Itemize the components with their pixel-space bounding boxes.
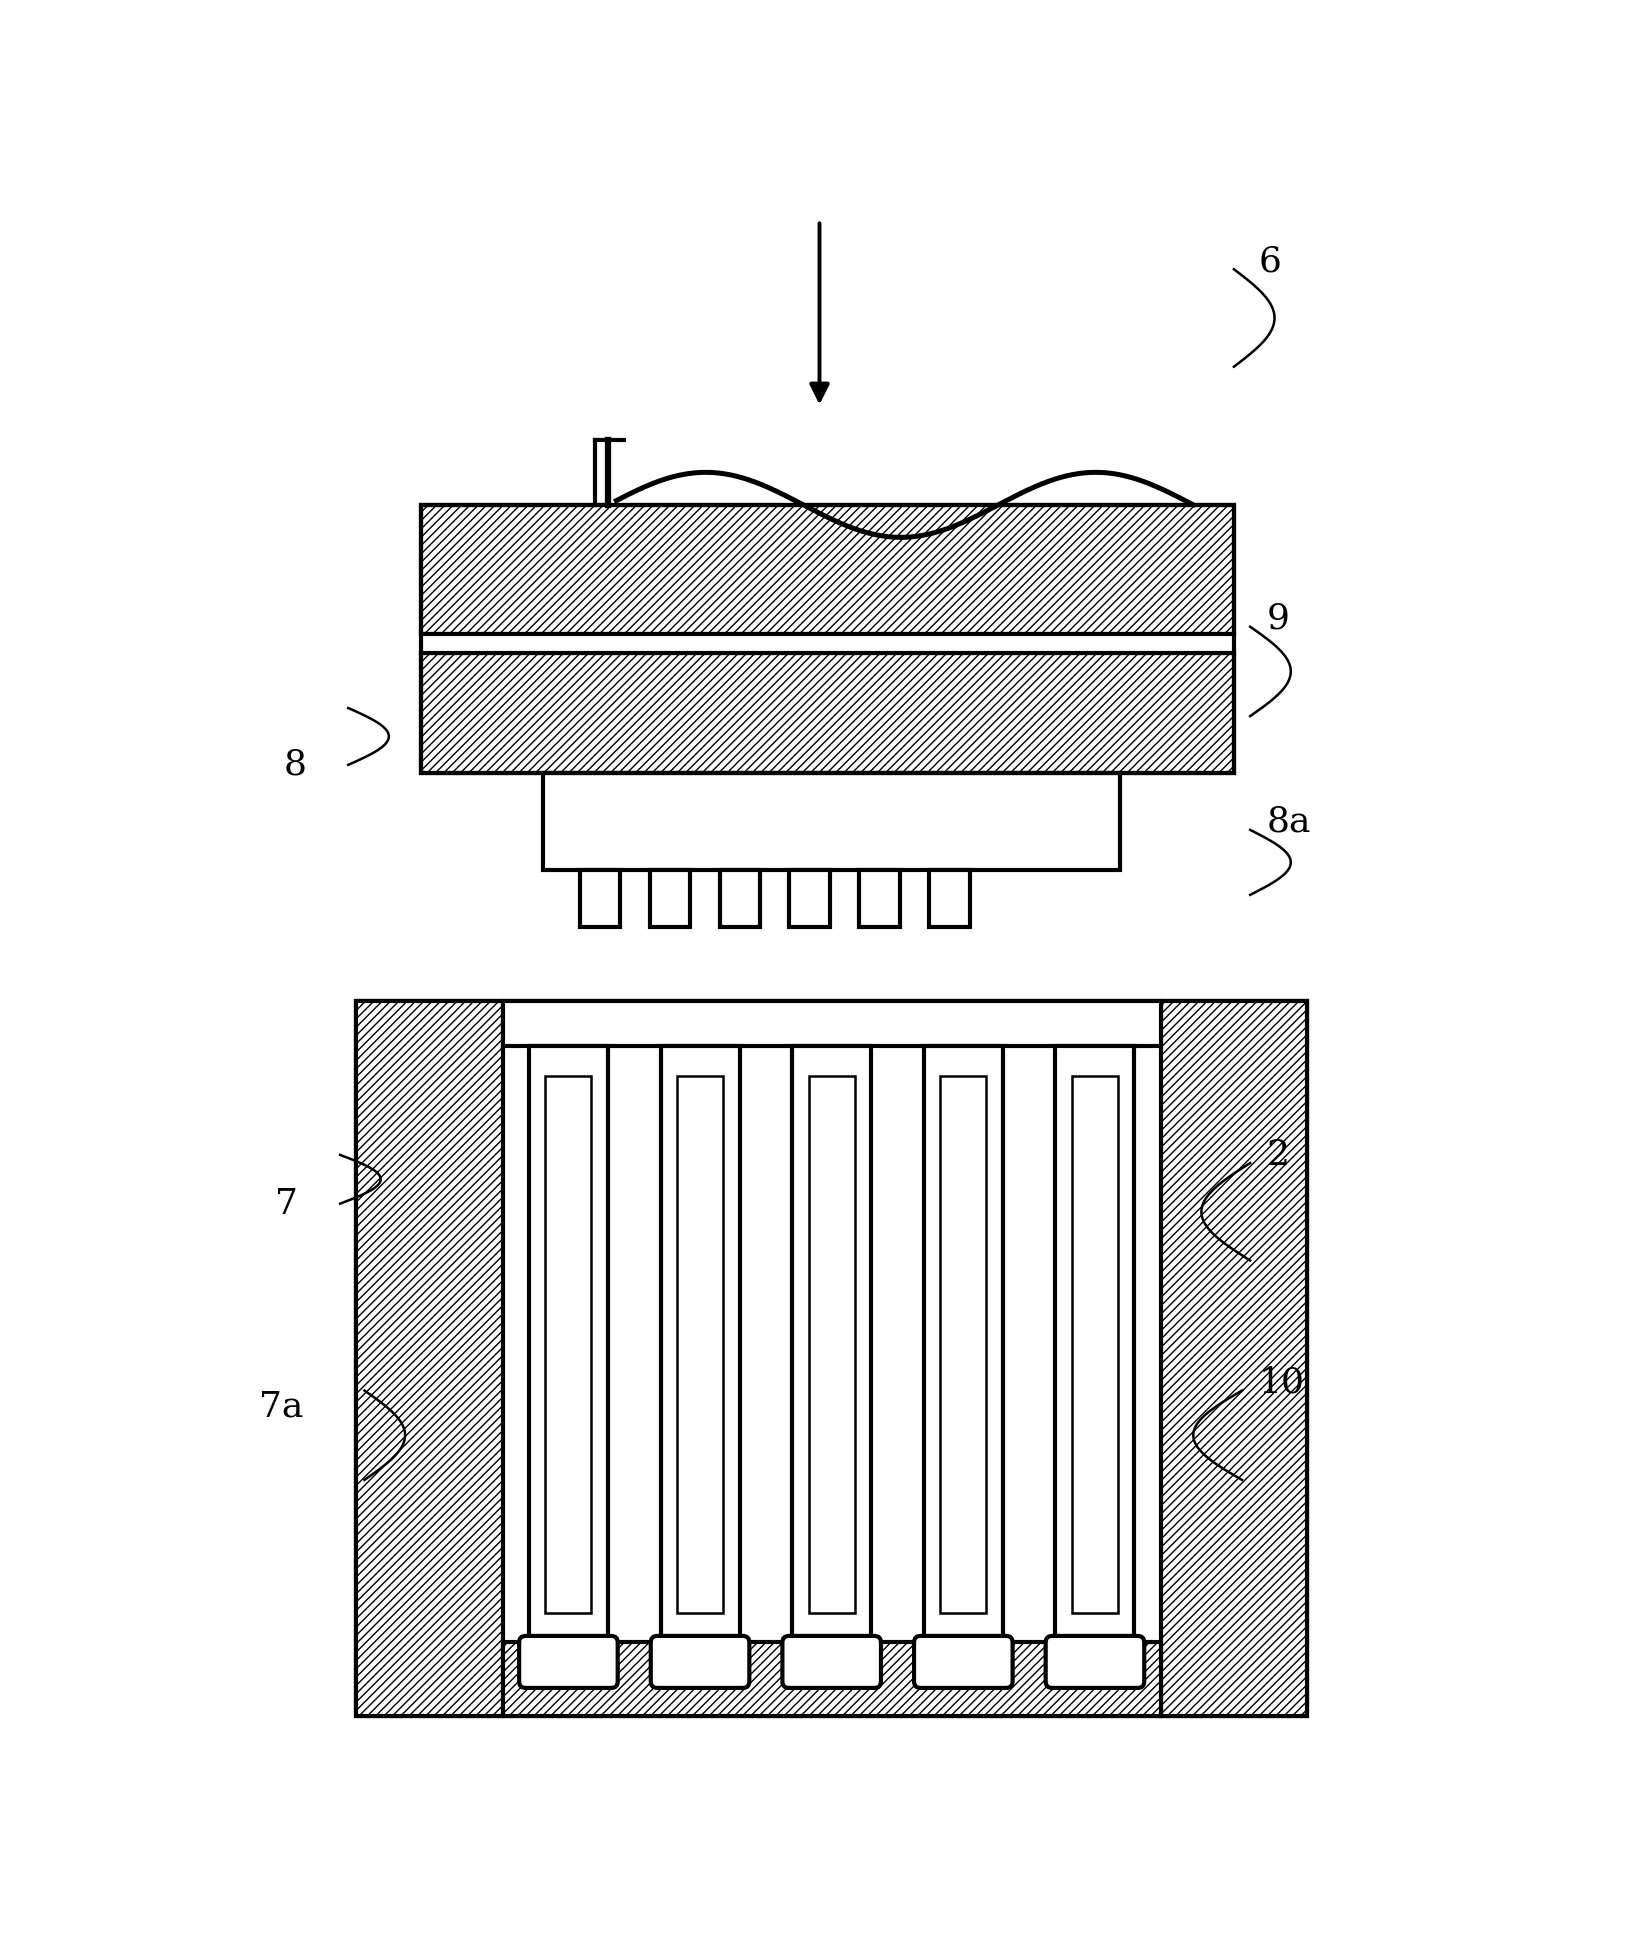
Text: 9: 9 xyxy=(1267,602,1290,635)
Text: 2: 2 xyxy=(1267,1138,1290,1171)
Bar xyxy=(546,1076,592,1613)
Bar xyxy=(356,1001,503,1715)
Bar xyxy=(421,633,1234,652)
FancyBboxPatch shape xyxy=(520,1636,618,1688)
Bar xyxy=(1160,1001,1306,1715)
Text: 8a: 8a xyxy=(1267,805,1311,838)
Bar xyxy=(649,871,690,927)
Bar xyxy=(421,652,1234,772)
FancyBboxPatch shape xyxy=(1046,1636,1144,1688)
Text: 7a: 7a xyxy=(259,1390,303,1423)
Text: 6: 6 xyxy=(1259,244,1282,279)
Text: 8: 8 xyxy=(284,747,306,782)
Bar xyxy=(661,1045,739,1642)
Bar xyxy=(580,871,621,927)
Bar xyxy=(356,1001,1306,1715)
FancyBboxPatch shape xyxy=(651,1636,749,1688)
Bar xyxy=(421,505,1234,772)
Bar xyxy=(1072,1076,1118,1613)
Bar xyxy=(790,871,829,927)
Bar xyxy=(941,1076,987,1613)
Bar xyxy=(808,1076,854,1613)
Bar xyxy=(924,1045,1003,1642)
Bar xyxy=(543,772,1119,871)
Bar xyxy=(421,505,1234,633)
Bar xyxy=(792,1045,872,1642)
FancyBboxPatch shape xyxy=(915,1636,1013,1688)
Bar xyxy=(677,1076,723,1613)
Bar xyxy=(1056,1045,1134,1642)
Bar xyxy=(859,871,900,927)
Text: 7: 7 xyxy=(275,1187,298,1220)
Text: 10: 10 xyxy=(1259,1365,1305,1400)
Bar xyxy=(720,871,760,927)
Bar xyxy=(529,1045,608,1642)
Bar xyxy=(503,1001,1160,1045)
FancyBboxPatch shape xyxy=(782,1636,882,1688)
Bar xyxy=(503,1642,1160,1715)
Bar xyxy=(929,871,970,927)
